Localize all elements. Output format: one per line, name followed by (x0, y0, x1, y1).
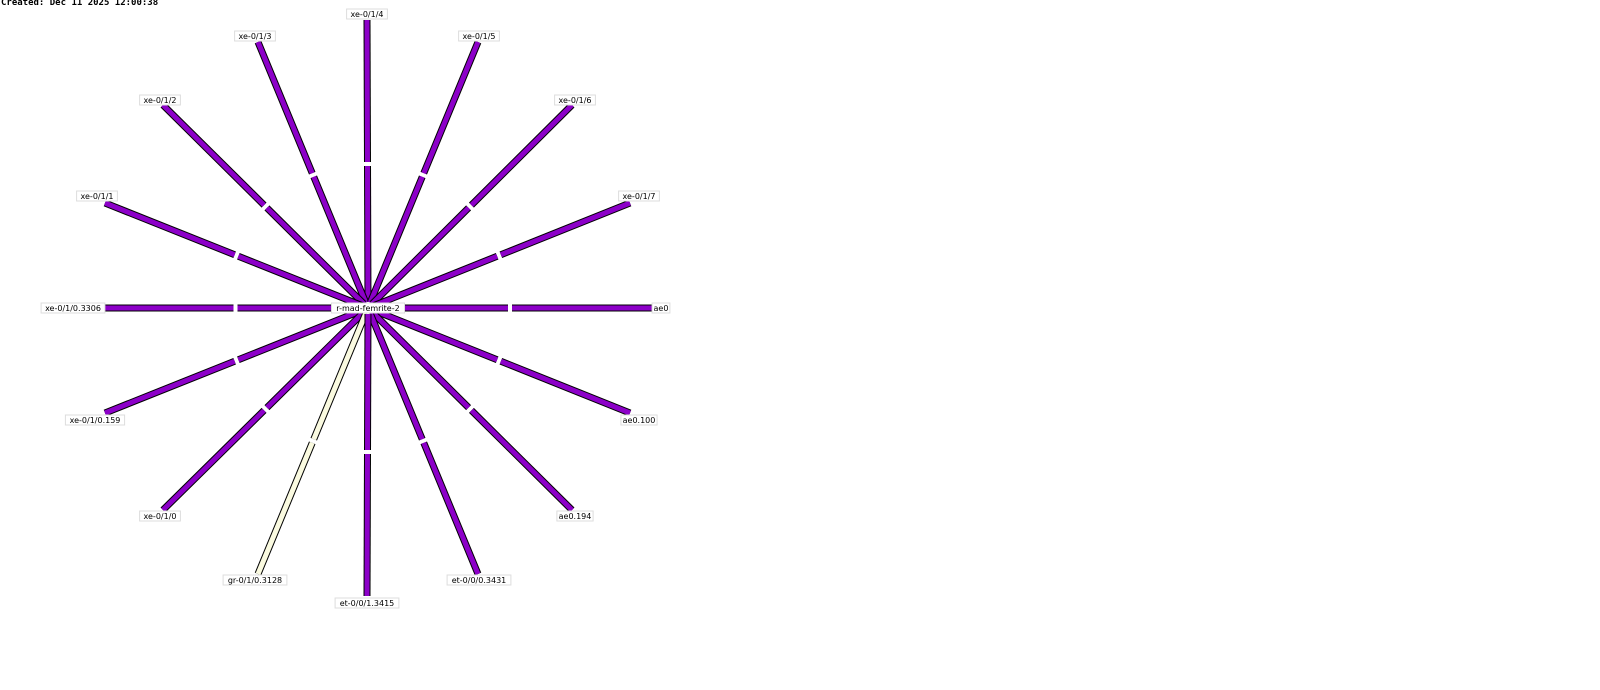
link-label-text: xe-0/1/0.3306 (45, 304, 101, 313)
link-label-text: xe-0/1/7 (623, 192, 656, 201)
link-label[interactable]: xe-0/1/0.159 (64, 414, 126, 426)
link-label[interactable]: xe-0/1/5 (458, 30, 500, 42)
link-label-text: xe-0/1/3 (239, 32, 272, 41)
link-label-text: xe-0/1/4 (351, 10, 384, 19)
link-label-text: gr-0/1/0.3128 (228, 576, 282, 585)
link-label[interactable]: ae0.194 (556, 510, 594, 522)
link-label[interactable]: xe-0/1/7 (618, 190, 660, 202)
link-label-text: ae0.194 (559, 512, 592, 521)
link-label[interactable]: xe-0/1/6 (554, 94, 596, 106)
link-label-text: ae0 (654, 304, 669, 313)
node-center[interactable]: r-mad-femrite-2 (331, 302, 405, 314)
link-label[interactable]: xe-0/1/1 (76, 190, 118, 202)
link-gr-0-1-0-3128[interactable] (254, 312, 369, 576)
link-label[interactable]: xe-0/1/2 (139, 94, 181, 106)
link-label-text: xe-0/1/5 (463, 32, 496, 41)
link-xe-0-1-7[interactable] (372, 199, 632, 310)
link-xe-0-1-3[interactable] (254, 40, 369, 304)
link-xe-0-1-0[interactable] (160, 309, 367, 513)
link-label-text: et-0/0/0.3431 (452, 576, 507, 585)
link-et-0-0-1-3415[interactable] (363, 313, 372, 597)
link-label[interactable]: ae0 (651, 302, 671, 314)
link-label[interactable]: xe-0/1/0.3306 (40, 302, 106, 314)
link-xe-0-1-6[interactable] (369, 102, 575, 307)
link-label[interactable]: gr-0/1/0.3128 (222, 574, 288, 586)
link-label[interactable]: xe-0/1/3 (234, 30, 276, 42)
link-xe-0-1-4[interactable] (363, 19, 372, 303)
link-xe-0-1-0-159[interactable] (103, 306, 364, 417)
link-label[interactable]: ae0.100 (620, 414, 658, 426)
link-xe-0-1-5[interactable] (367, 40, 482, 304)
link-label-text: xe-0/1/1 (81, 192, 114, 201)
link-label[interactable]: et-0/0/1.3415 (334, 597, 400, 609)
link-label[interactable]: et-0/0/0.3431 (446, 574, 512, 586)
link-label[interactable]: xe-0/1/4 (346, 8, 388, 20)
link-label-text: xe-0/1/0 (144, 512, 177, 521)
link-label-text: xe-0/1/6 (559, 96, 592, 105)
links (103, 19, 652, 597)
link-label-text: et-0/0/1.3415 (340, 599, 395, 608)
link-label-text: xe-0/1/2 (144, 96, 177, 105)
link-label-text: r-mad-femrite-2 (336, 304, 399, 313)
link-ae0-100[interactable] (372, 306, 632, 417)
link-ae0-194[interactable] (369, 309, 575, 513)
link-label-text: xe-0/1/0.159 (70, 416, 121, 425)
link-et-0-0-0-3431[interactable] (367, 312, 482, 576)
created-timestamp: Created: Dec 11 2025 12:00:38 (1, 0, 159, 8)
link-xe-0-1-2[interactable] (160, 102, 367, 307)
link-xe-0-1-1[interactable] (103, 199, 364, 310)
link-label[interactable]: xe-0/1/0 (139, 510, 181, 522)
labels: xe-0/1/4 xe-0/1/3 xe-0/1/5 xe-0/1/2 xe-0/1/6… (40, 8, 671, 609)
link-label-text: ae0.100 (623, 416, 656, 425)
